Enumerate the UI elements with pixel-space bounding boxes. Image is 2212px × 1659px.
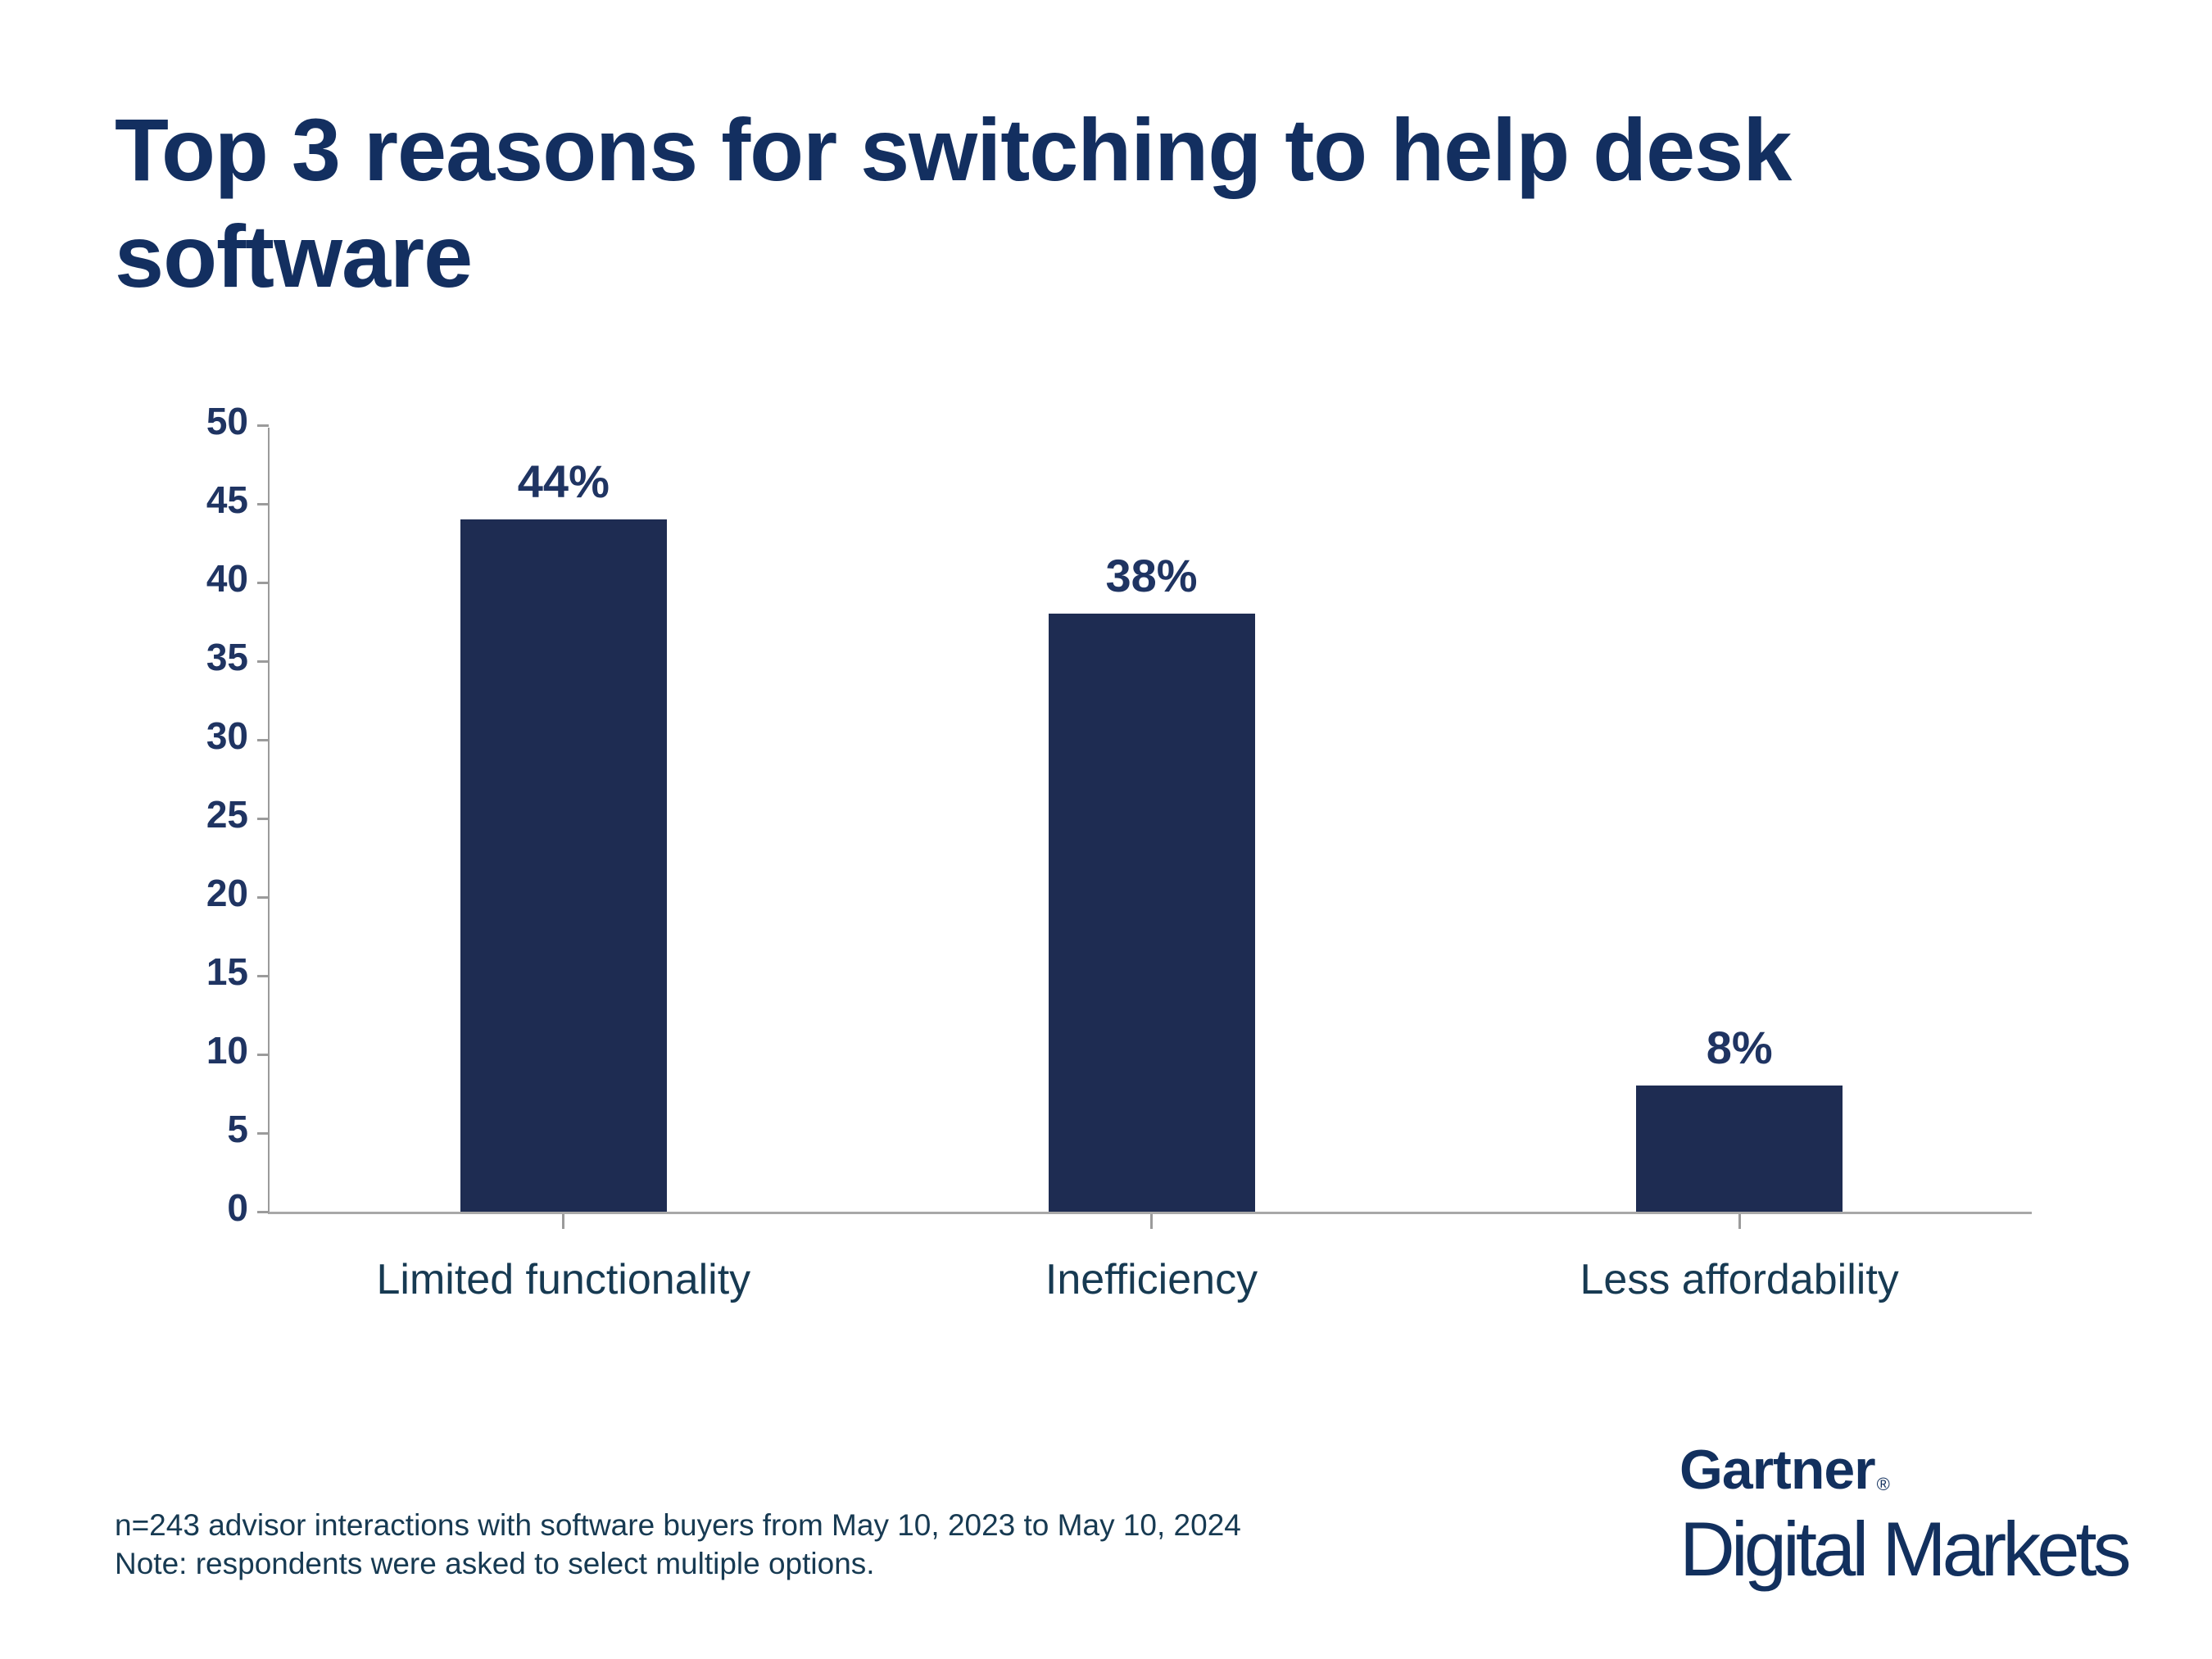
y-axis-tick-label-15: 15 [206, 950, 248, 993]
gartner-digital-markets-logo: Gartner® Digital Markets [1679, 1439, 2132, 1592]
y-axis-tick-label-50: 50 [206, 400, 248, 442]
y-axis-tick-label-30: 30 [206, 714, 248, 757]
bar-inefficiency [1048, 614, 1255, 1212]
bar-chart-plot-area: 0 5 10 15 20 25 30 35 40 45 50 44% Limited functiona… [206, 402, 2032, 1303]
category-label-less-affordability: Less affordability [1580, 1256, 1899, 1303]
y-axis-tick-label-45: 45 [206, 478, 248, 521]
chart-title-line-2: software [115, 206, 473, 306]
y-axis-tick-label-25: 25 [206, 793, 248, 836]
bar-less-affordability [1636, 1086, 1843, 1212]
footnote-sample-size: n=243 advisor interactions with software… [115, 1508, 1241, 1542]
bar-value-label-44%: 44% [517, 456, 610, 508]
bar-limited-functionality [460, 519, 667, 1212]
y-axis-tick-30 [257, 738, 269, 741]
y-axis-tick-50 [257, 424, 269, 427]
y-axis-tick-label-5: 5 [227, 1108, 248, 1150]
x-axis-tick-3 [1738, 1214, 1741, 1229]
y-axis-tick-40 [257, 581, 269, 584]
gartner-wordmark: Gartner® [1679, 1439, 1890, 1501]
category-label-inefficiency: Inefficiency [1045, 1256, 1258, 1303]
y-axis-tick-label-35: 35 [206, 636, 248, 678]
y-axis-tick-label-10: 10 [206, 1029, 248, 1072]
footnote-note: Note: respondents were asked to select m… [115, 1547, 875, 1581]
chart-title: Top 3 reasons for switching to help desk… [115, 97, 1792, 309]
y-axis-tick-15 [257, 974, 269, 977]
y-axis-tick-45 [257, 502, 269, 505]
y-axis-tick-10 [257, 1053, 269, 1056]
category-label-limited-functionality: Limited functionality [376, 1256, 751, 1303]
y-axis-tick-20 [257, 895, 269, 899]
x-axis-tick-2 [1150, 1214, 1153, 1229]
bar-value-label-8%: 8% [1706, 1022, 1773, 1074]
y-axis-tick-0 [257, 1210, 269, 1213]
chart-title-line-1: Top 3 reasons for switching to help desk [115, 100, 1792, 199]
y-axis-tick-5 [257, 1131, 269, 1135]
y-axis-tick-25 [257, 817, 269, 820]
x-axis-tick-1 [562, 1214, 565, 1229]
bar-value-label-38%: 38% [1105, 550, 1198, 602]
digital-markets-wordmark: Digital Markets [1679, 1506, 2132, 1592]
y-axis-tick-35 [257, 660, 269, 663]
y-axis-tick-label-40: 40 [206, 557, 248, 600]
y-axis-tick-label-20: 20 [206, 872, 248, 914]
footnotes: n=243 advisor interactions with software… [115, 1506, 1241, 1584]
registered-trademark-icon: ® [1876, 1474, 1890, 1494]
y-axis-tick-label-0: 0 [227, 1186, 248, 1229]
